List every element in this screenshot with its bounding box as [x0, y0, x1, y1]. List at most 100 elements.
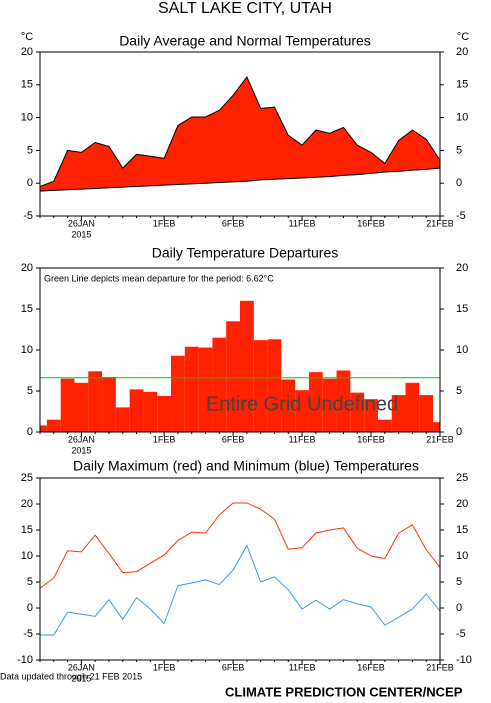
bar: [350, 392, 365, 432]
x-year-label: 2015: [71, 445, 91, 455]
y-tick-label-right: 10: [456, 112, 468, 124]
y-tick-label: 0: [27, 177, 33, 189]
y-tick-label: 20: [21, 46, 33, 58]
y-tick-label-right: 25: [456, 472, 468, 484]
x-tick-label: 21FEB: [426, 218, 454, 228]
y-tick-label: 10: [21, 550, 33, 562]
y-tick-label: 5: [27, 576, 33, 588]
y-tick-label-right: 15: [456, 79, 468, 91]
bar: [322, 378, 337, 432]
x-year-label: 2015: [71, 229, 91, 239]
bar: [212, 337, 227, 432]
bar: [143, 391, 158, 432]
x-tick-label: 6FEB: [222, 434, 245, 444]
bar: [60, 378, 75, 432]
x-tick-label: 16FEB: [357, 662, 385, 672]
bar: [433, 422, 440, 432]
bar: [46, 419, 61, 432]
y-unit-right: °C: [457, 31, 469, 43]
y-tick-label-right: 0: [456, 177, 462, 189]
y-tick-label: 15: [21, 79, 33, 91]
y-tick-label: 5: [27, 385, 33, 397]
y-tick-label: 5: [27, 144, 33, 156]
y-tick-label-right: 20: [456, 498, 468, 510]
chart-title: Daily Temperature Departures: [152, 245, 339, 261]
y-tick-label: -5: [23, 628, 33, 640]
x-tick-label: 1FEB: [153, 662, 176, 672]
bar: [226, 321, 240, 432]
x-tick-label: 16FEB: [357, 434, 385, 444]
line: [40, 544, 441, 636]
y-tick-label-right: 20: [456, 262, 468, 274]
plot-frame: [39, 477, 441, 661]
bar: [377, 419, 392, 432]
y-tick-label-right: 15: [456, 524, 468, 536]
x-tick-label: 11FEB: [289, 434, 316, 444]
y-tick-label: -10: [17, 654, 33, 666]
bar: [391, 395, 406, 432]
y-tick-label-right: 5: [456, 385, 462, 397]
x-tick-label: 6FEB: [222, 662, 245, 672]
bar: [419, 395, 434, 432]
line: [39, 502, 441, 589]
bar: [267, 339, 282, 432]
bar: [74, 382, 89, 432]
footer-note: Data updated through 21 FEB 2015: [0, 671, 142, 681]
y-tick-label-right: 0: [456, 426, 462, 438]
y-tick-label: 25: [21, 472, 33, 484]
bar: [405, 382, 420, 432]
x-tick-label: 1FEB: [153, 218, 176, 228]
bar: [171, 355, 185, 432]
overlay-text: Entire Grid Undefined: [206, 393, 398, 415]
y-tick-label: 20: [21, 262, 33, 274]
y-tick-label-right: -5: [456, 628, 466, 640]
x-tick-label: 11FEB: [289, 662, 316, 672]
area: [40, 76, 440, 192]
x-tick-label: 21FEB: [426, 662, 454, 672]
chart-title: Daily Maximum (red) and Minimum (blue) T…: [73, 458, 419, 474]
bar: [40, 425, 47, 432]
bar: [240, 300, 254, 432]
y-tick-label-right: 0: [456, 602, 462, 614]
x-tick-label: 16FEB: [357, 218, 385, 228]
bar: [129, 389, 144, 432]
bar: [336, 370, 351, 432]
bar: [253, 340, 268, 432]
bar: [157, 395, 172, 432]
y-tick-label: 15: [21, 524, 33, 536]
y-tick-label-right: -10: [456, 654, 472, 666]
y-tick-label-right: -5: [456, 210, 466, 222]
line: [39, 167, 441, 192]
annotation: Green Line depicts mean departure for th…: [44, 273, 274, 283]
x-tick-label: 21FEB: [426, 434, 454, 444]
y-tick-label-right: 10: [456, 550, 468, 562]
bar: [115, 407, 130, 432]
y-tick-label: 10: [21, 344, 33, 356]
page-title: SALT LAKE CITY, UTAH: [158, 0, 332, 17]
bar: [198, 347, 213, 432]
y-tick-label-right: 5: [456, 576, 462, 588]
x-tick-label: 26JAN: [68, 662, 95, 672]
y-tick-label-right: 10: [456, 344, 468, 356]
bar: [184, 346, 199, 432]
y-tick-label-right: 15: [456, 303, 468, 315]
bar: [364, 399, 378, 432]
x-tick-label: 26JAN: [68, 434, 95, 444]
y-tick-label: 10: [21, 112, 33, 124]
bar: [102, 377, 116, 432]
y-tick-label-right: 5: [456, 144, 462, 156]
footer-credit: CLIMATE PREDICTION CENTER/NCEP: [225, 684, 463, 699]
chart-title: Daily Average and Normal Temperatures: [119, 33, 371, 49]
y-tick-label: 0: [27, 426, 33, 438]
y-unit-left: °C: [21, 31, 33, 43]
x-tick-label: 26JAN: [68, 218, 95, 228]
bar: [308, 372, 323, 432]
y-tick-label: -5: [23, 210, 33, 222]
bar: [88, 371, 103, 432]
x-tick-label: 1FEB: [153, 434, 176, 444]
x-tick-label: 11FEB: [289, 218, 316, 228]
y-tick-label: 0: [27, 602, 33, 614]
y-tick-label: 15: [21, 303, 33, 315]
x-year-label: 2015: [71, 673, 91, 683]
